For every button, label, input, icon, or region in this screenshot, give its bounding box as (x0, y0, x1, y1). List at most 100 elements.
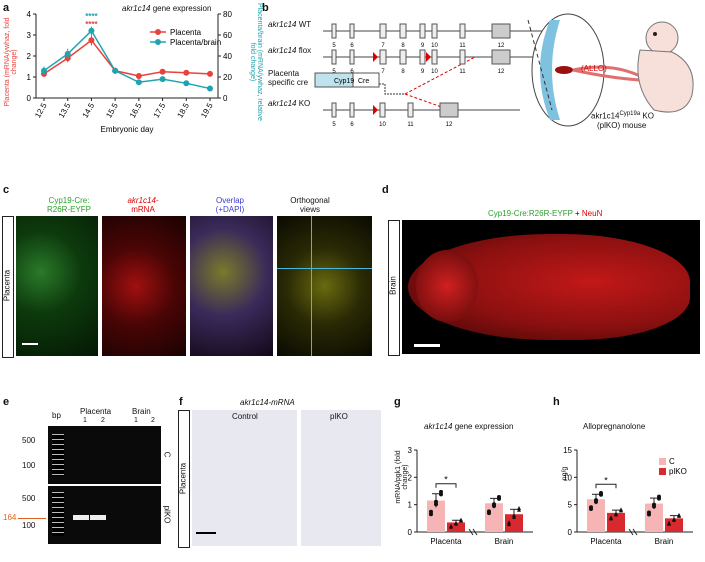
data-point (594, 498, 598, 503)
bar (427, 500, 445, 532)
ko-exon-box (439, 102, 459, 118)
exon-number: 12 (498, 43, 505, 49)
micrograph-overlap (190, 216, 273, 356)
ko-exon-number: 11 (407, 122, 414, 128)
data-point (512, 513, 516, 518)
col4-label: Orthogonal views (290, 196, 330, 214)
data-point (667, 520, 671, 525)
y-tick-label: 0 (408, 528, 413, 537)
lane-label-1: 1 (83, 417, 87, 424)
bar (447, 522, 465, 532)
ko-exon-number: 5 (332, 122, 336, 128)
a-right-tick-label: 40 (223, 52, 232, 61)
panel-f-title: akr1c14-mRNA (240, 398, 295, 407)
data-point (609, 515, 613, 520)
a-data-point (159, 68, 166, 75)
panel-c-side-bracket (2, 216, 14, 358)
bar (505, 514, 523, 532)
exon-box (379, 23, 387, 39)
legend-swatch (659, 468, 666, 475)
exon-number: 7 (381, 69, 385, 75)
a-data-point (207, 85, 213, 92)
a-right-tick-label: 60 (223, 31, 232, 40)
a-x-tick-label: 14.5 (81, 101, 97, 119)
data-point (677, 512, 681, 517)
gel-plko (48, 486, 161, 544)
exon-number: 9 (421, 43, 425, 49)
a-data-point (88, 27, 95, 34)
gel-control (48, 426, 161, 484)
a-data-point (135, 72, 142, 79)
exon-number: 8 (401, 43, 405, 49)
ko-exon-box (331, 102, 337, 118)
a-data-point (112, 67, 119, 74)
x-category-label: Placenta (590, 537, 622, 546)
a-x-tick-label: 16.5 (128, 101, 144, 119)
scale-bar-f (196, 532, 216, 534)
ko-exon-box (349, 102, 355, 118)
ko-exon-number: 12 (446, 122, 453, 128)
genotype-flox-label: akr1c14 flox (268, 46, 312, 55)
micrograph-orthogonal (277, 216, 372, 356)
genotype-ko-label: akr1c14 KO (268, 99, 311, 108)
a-x-tick-label: 17.5 (152, 101, 168, 119)
a-sig-stars-placenta: **** (85, 20, 98, 29)
marker-500-plko: 500 (22, 494, 36, 503)
x-category-label: Brain (495, 537, 514, 546)
exon-number: 9 (421, 69, 425, 75)
band-164-arrow (18, 518, 46, 519)
exon-number: 10 (431, 69, 438, 75)
a-x-tick-label: 13.5 (57, 101, 73, 119)
data-point (672, 516, 676, 521)
exon-number: 6 (350, 69, 354, 75)
a-data-point (64, 50, 71, 57)
data-point (599, 490, 603, 495)
cre-label: Cre (358, 78, 369, 85)
a-legend-label: Placenta/brain (170, 38, 221, 47)
ko-exon-box (407, 102, 414, 118)
data-point (439, 489, 443, 494)
panel-g-bar-chart: 0 1 2 3 Placenta * Brain (408, 446, 533, 546)
panel-c-letter: c (3, 184, 10, 196)
a-series-line-0 (43, 39, 211, 77)
a-x-tick-label: 18.5 (175, 101, 191, 119)
exon-number: 10 (431, 43, 438, 49)
data-point (589, 505, 593, 510)
a-data-point (135, 79, 142, 86)
ish-plko-image (301, 410, 381, 546)
a-data-point (183, 69, 190, 76)
gene-targeting-diagram: 5 6 7 8 9 10 11 12 5 6 7 8 9 10 11 12 5 6 10 11 12 Cyp19 Cre (314, 13, 694, 128)
data-point (492, 502, 496, 507)
col2-label: akr1c14- mRNA (127, 196, 159, 214)
row-c-label: C (162, 451, 172, 458)
panel-a-title: akr1c14 gene expression (122, 4, 212, 13)
marker-100-control: 100 (22, 461, 36, 470)
a-sig-stars-ratio: **** (85, 12, 98, 21)
exon-number: 12 (498, 69, 505, 75)
data-point (487, 509, 491, 514)
data-point (614, 511, 618, 516)
sig-bracket (595, 483, 617, 489)
exon-box (379, 49, 387, 65)
a-data-point (159, 76, 166, 83)
gel-bp-label: bp (52, 411, 61, 420)
y-tick-label: 2 (408, 473, 413, 482)
exon-box (431, 23, 438, 39)
axis-break (468, 528, 474, 536)
a-legend-marker (155, 29, 161, 35)
exon-box (459, 23, 466, 39)
ish-plko-label: plKO (330, 412, 348, 421)
row-plko-label: plKO (162, 505, 172, 524)
panel-g-letter: g (394, 396, 401, 408)
ko-exon-number: 10 (379, 122, 386, 128)
exon-box (331, 23, 337, 39)
panel-d-side-label: Brain (388, 276, 398, 295)
panel-a-letter: a (3, 2, 10, 14)
micrograph-akr1c14-mrna (102, 216, 186, 356)
a-data-point (88, 37, 95, 44)
bar (665, 518, 683, 532)
col3-label: Overlap (+DAPI) (215, 196, 245, 214)
a-series-line-1 (43, 29, 211, 90)
